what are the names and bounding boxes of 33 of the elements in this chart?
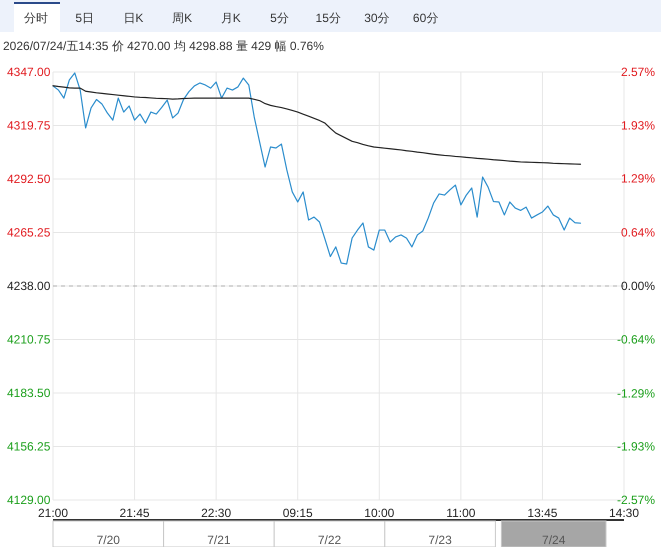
text: 7/22 [318,533,342,547]
x-tick-label: 21:00 [38,506,68,520]
x-tick-label: 09:15 [282,506,314,520]
y-tick-label: 4319.75 [7,118,51,132]
y2-tick-label: 1.93% [620,118,656,132]
y2-tick-label: 2.57% [620,65,656,79]
y2-tick-label: -1.29% [616,386,656,400]
y-tick-label: 4156.25 [7,440,51,454]
x-tick-label: 11:00 [446,506,476,520]
y2-tick-label: 0.00% [620,279,656,293]
x-tick-label: 22:30 [201,506,232,520]
y2-tick-label: 0.64% [620,226,656,240]
text: 7/20 [96,533,120,547]
text: 7/23 [428,533,452,547]
y2-tick-label: -1.93% [616,440,656,454]
x-tick-label: 13:45 [527,506,558,520]
y-tick-label: 4183.50 [7,386,51,400]
y2-tick-label: 1.29% [620,172,656,186]
y2-tick-label: -2.57% [616,493,656,507]
y-tick-label: 4265.25 [7,226,51,240]
text: 7/24 [542,533,566,547]
y-tick-label: 4347.00 [7,65,51,79]
y-tick-label: 4129.00 [7,493,51,507]
y-tick-label: 4238.00 [7,279,51,293]
tabs: 分时 5日 日K 周K 月K 5分 15分 30分 60分 [0,0,661,33]
text: 7/21 [207,533,231,547]
x-tick-label: 10:00 [364,506,395,520]
x-tick-label: 14:30 [608,506,640,520]
chart-subtitle: 2026/07/24/五14:35 价 4270.00 均 4298.88 量 429 幅 0.76% [3,39,324,53]
y-tick-label: 4292.50 [7,172,51,186]
y-tick-label: 4210.75 [7,332,51,346]
x-tick-label: 21:45 [120,506,150,520]
y2-tick-label: -0.64% [616,332,656,346]
